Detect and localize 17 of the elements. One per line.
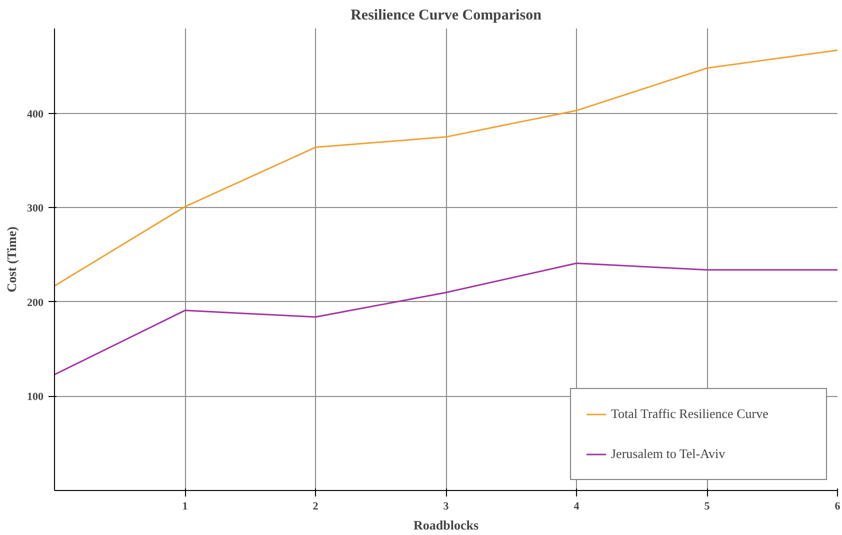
y-axis-title: Cost (Time): [4, 226, 19, 292]
x-axis-title: Roadblocks: [413, 518, 479, 532]
x-tick-label: 5: [704, 500, 710, 512]
x-tick-label: 1: [182, 500, 188, 512]
x-tick-label: 4: [574, 500, 580, 512]
y-tick-label: 100: [27, 391, 44, 404]
x-tick-label: 2: [312, 500, 319, 512]
line-series: [54, 49, 838, 287]
y-tick-label: 400: [27, 108, 44, 120]
x-tick-label: 6: [834, 500, 841, 512]
y-tick-label: 300: [27, 202, 44, 215]
legend-label: Total Traffic Resilience Curve: [611, 406, 770, 422]
chart-title: Resilience Curve Comparison: [350, 8, 542, 24]
y-tick-label: 200: [27, 296, 44, 309]
line-series: [54, 262, 838, 376]
legend-label: Jerusalem to Tel-Aviv: [611, 446, 726, 462]
x-tick-label: 3: [443, 500, 450, 512]
